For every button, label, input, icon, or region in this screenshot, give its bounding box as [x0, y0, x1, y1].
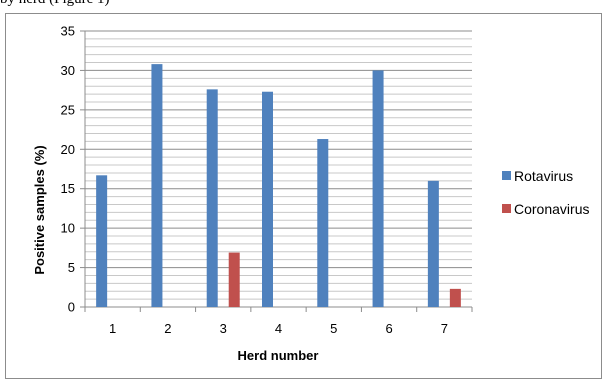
bar-coronavirus-herd-7 [449, 288, 461, 307]
y-axis-title: Positive samples (%) [32, 145, 47, 274]
axes [84, 31, 472, 308]
legend: Rotavirus Coronavirus [502, 168, 589, 217]
y-tick-label: 35 [61, 24, 75, 39]
bar-rotavirus-herd-3 [206, 89, 218, 308]
legend-swatch [502, 171, 511, 180]
x-tick-label: 7 [441, 321, 448, 336]
x-tick-label: 4 [275, 321, 282, 336]
y-tick-label: 5 [68, 260, 75, 275]
legend-label: Coronavirus [514, 201, 589, 217]
bar-rotavirus-herd-7 [427, 180, 439, 307]
x-tick-labels: 1 2 3 4 5 6 7 [84, 307, 473, 336]
x-tick-label: 5 [330, 321, 337, 336]
x-tick-label: 3 [220, 321, 227, 336]
y-tick-label: 30 [61, 63, 75, 78]
gridlines [85, 30, 472, 300]
x-axis-title: Herd number [238, 348, 319, 363]
preceding-text: by herd (Figure 1) [0, 0, 110, 8]
bars [96, 64, 461, 308]
y-tick-label: 20 [61, 142, 75, 157]
y-tick-label: 15 [61, 181, 75, 196]
x-tick-label: 2 [164, 321, 171, 336]
bar-coronavirus-herd-3 [228, 252, 240, 307]
x-tick-label: 1 [109, 321, 116, 336]
legend-label: Rotavirus [514, 168, 573, 184]
y-tick-label: 25 [61, 102, 75, 117]
y-tick-label: 10 [61, 221, 75, 236]
legend-swatch [502, 204, 511, 213]
bar-rotavirus-herd-2 [151, 64, 163, 308]
y-tick-labels: 0 5 10 15 20 25 30 35 [61, 24, 85, 315]
bar-rotavirus-herd-1 [96, 175, 108, 307]
bar-rotavirus-herd-4 [262, 91, 273, 307]
x-tick-label: 6 [385, 321, 392, 336]
y-tick-label: 0 [68, 300, 75, 315]
bar-rotavirus-herd-6 [372, 70, 384, 307]
bar-rotavirus-herd-5 [317, 139, 329, 307]
